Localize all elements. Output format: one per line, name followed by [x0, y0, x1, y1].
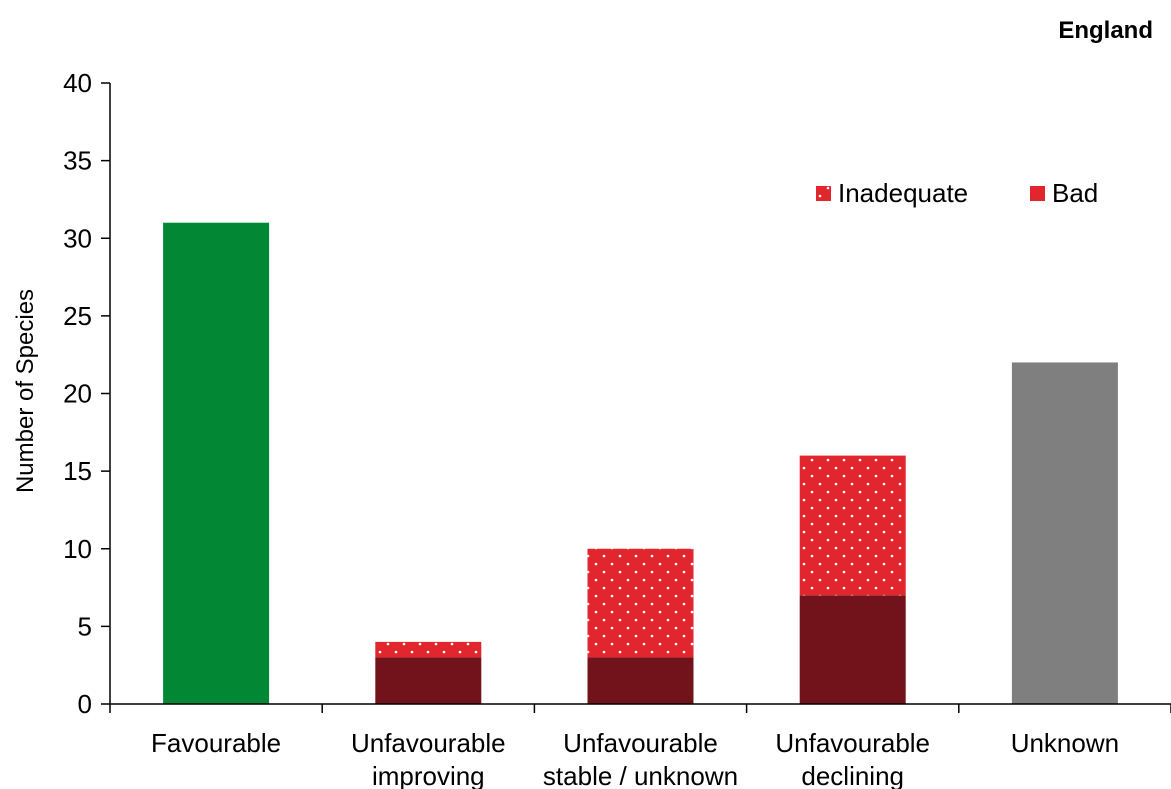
x-category-label: improving [372, 761, 485, 789]
x-category-label: declining [801, 761, 904, 789]
bar-unknown-4 [1012, 362, 1118, 704]
bars-group [163, 223, 1118, 704]
x-category-label: Unknown [1011, 728, 1119, 758]
legend: Inadequate Bad [816, 178, 1098, 208]
legend-label-bad: Bad [1052, 178, 1098, 208]
x-category-label: Favourable [151, 728, 281, 758]
x-category-label: stable / unknown [543, 761, 738, 789]
y-tick-label: 25 [63, 301, 92, 331]
bar-bad-3 [800, 595, 906, 704]
x-category-label: Unfavourable [775, 728, 930, 758]
bar-favourable-0 [163, 223, 269, 704]
y-tick-label: 30 [63, 223, 92, 253]
y-axis-title: Number of Species [12, 289, 39, 493]
legend-label-inadequate: Inadequate [838, 178, 968, 208]
y-tick-label: 15 [63, 456, 92, 486]
y-tick-label: 5 [78, 611, 92, 641]
y-tick-label: 10 [63, 534, 92, 564]
y-tick-label: 35 [63, 146, 92, 176]
bar-inadequate-2 [588, 549, 694, 658]
bar-bad-1 [375, 657, 481, 704]
x-category-label: Unfavourable [563, 728, 718, 758]
y-tick-label: 40 [63, 68, 92, 98]
x-category-label: Unfavourable [351, 728, 506, 758]
bar-inadequate-1 [375, 642, 481, 658]
legend-swatch-inadequate [816, 186, 831, 201]
legend-swatch-bad [1030, 186, 1045, 201]
bar-bad-2 [588, 657, 694, 704]
bar-inadequate-3 [800, 456, 906, 596]
y-tick-label: 0 [78, 689, 92, 719]
y-tick-label: 20 [63, 379, 92, 409]
chart-title: England [1058, 17, 1153, 44]
